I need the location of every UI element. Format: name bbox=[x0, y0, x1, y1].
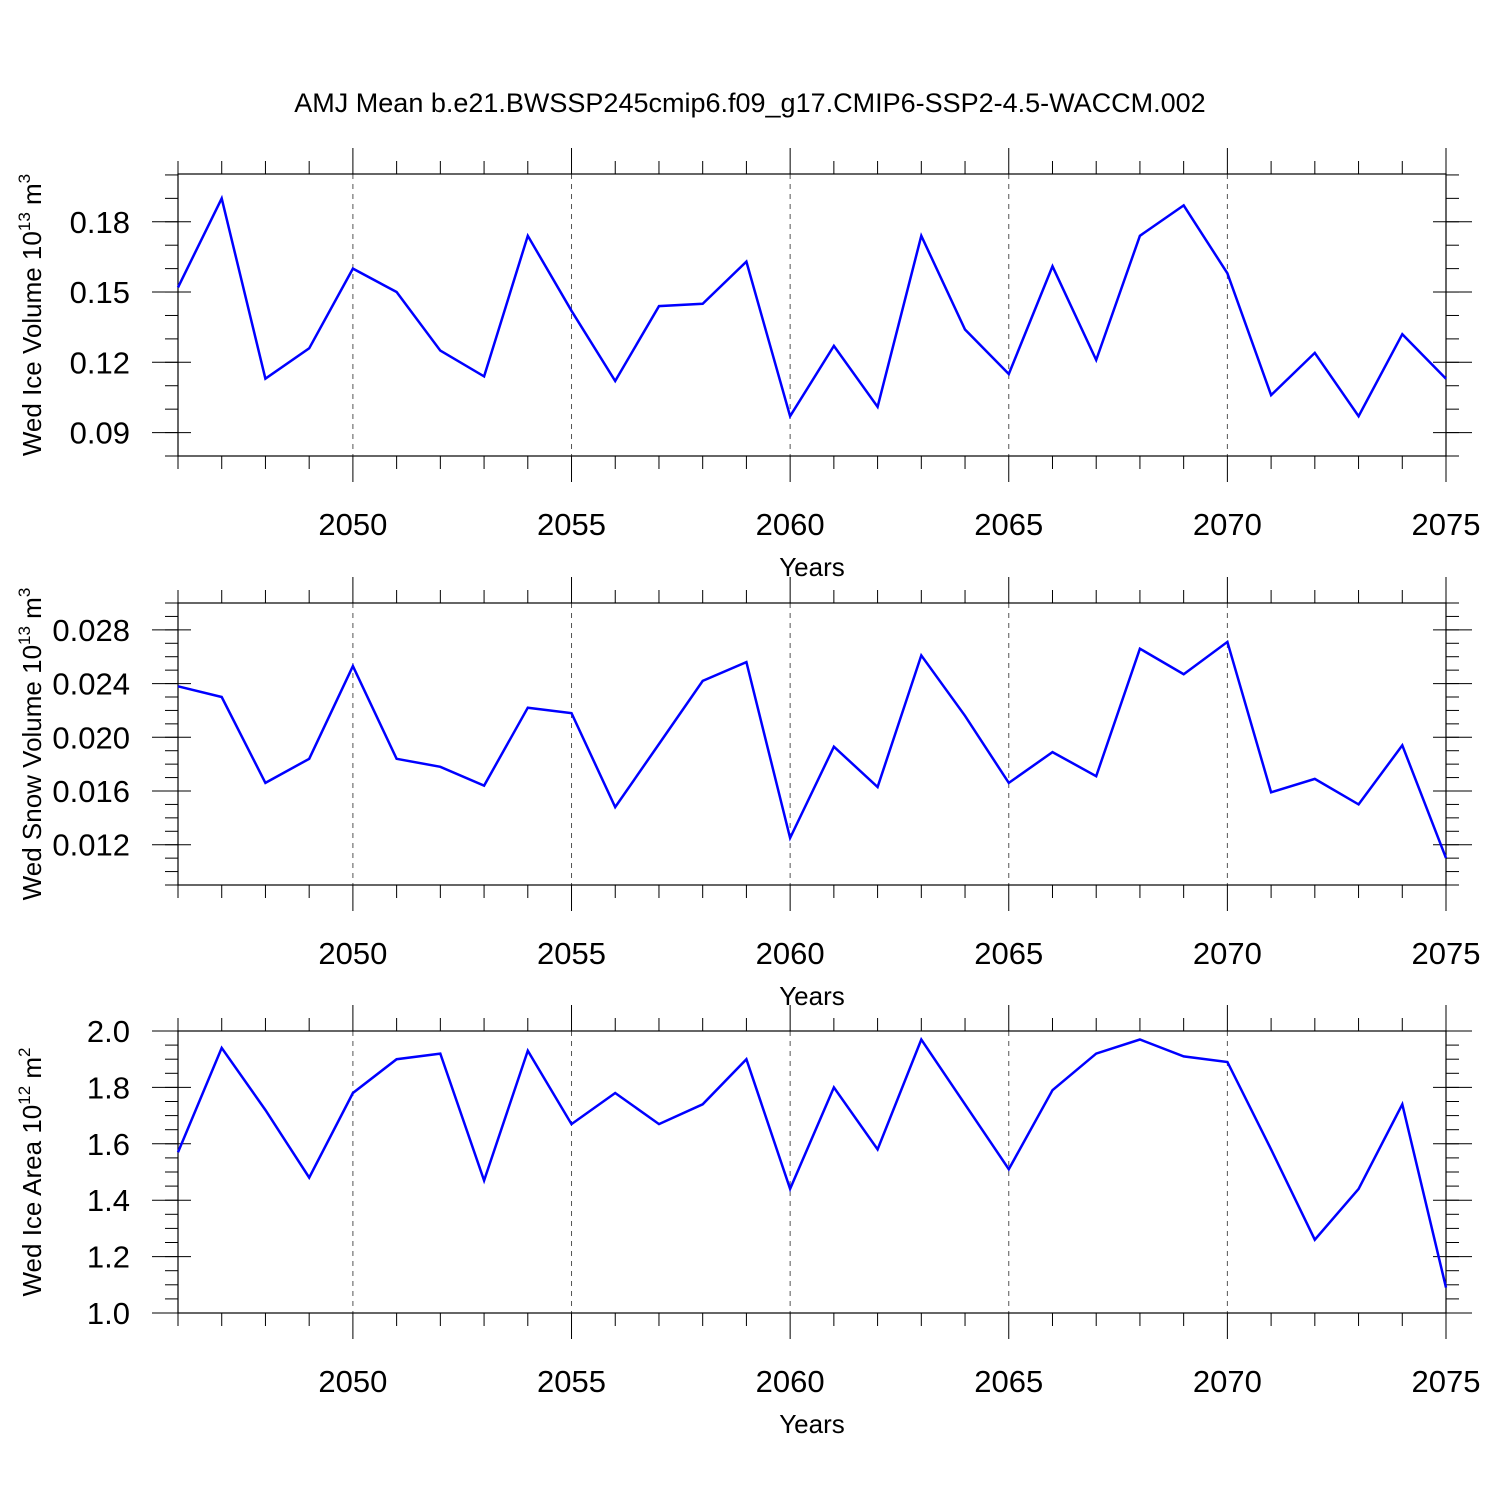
y-tick-label: 0.012 bbox=[52, 828, 130, 863]
y-tick-label: 0.024 bbox=[52, 667, 130, 702]
panel-2: 0.012 0.016 0.020 0.024 0.028 2050 2055 2060 206… bbox=[15, 577, 1480, 1011]
y-tick-label: 0.15 bbox=[70, 275, 130, 310]
x-tick-label: 2055 bbox=[537, 507, 606, 542]
x-axis-label: Years bbox=[779, 552, 845, 582]
x-tick-label: 2075 bbox=[1412, 1364, 1481, 1399]
plot-frame bbox=[177, 1030, 1447, 1314]
x-tick-label: 2070 bbox=[1193, 507, 1262, 542]
x-axis-label: Years bbox=[779, 1409, 845, 1439]
x-tick-label: 2055 bbox=[537, 1364, 606, 1399]
x-tick-label: 2065 bbox=[974, 1364, 1043, 1399]
chart-title: AMJ Mean b.e21.BWSSP245cmip6.f09_g17.CMI… bbox=[294, 88, 1205, 118]
y-tick-label: 2.0 bbox=[87, 1014, 130, 1049]
x-tick-label: 2070 bbox=[1193, 936, 1262, 971]
y-tick-label: 0.028 bbox=[52, 613, 130, 648]
x-tick-label: 2050 bbox=[318, 1364, 387, 1399]
x-tick-label: 2050 bbox=[318, 507, 387, 542]
series-line bbox=[176, 194, 1447, 420]
y-tick-label: 1.2 bbox=[87, 1240, 130, 1275]
x-tick-label: 2060 bbox=[756, 1364, 825, 1399]
x-tick-label: 2070 bbox=[1193, 1364, 1262, 1399]
y-axis-label: Wed Ice Volume 1013 m3 bbox=[15, 174, 47, 456]
y-tick-label: 1.6 bbox=[87, 1127, 130, 1162]
x-tick-label: 2065 bbox=[974, 936, 1043, 971]
y-tick-label: 1.4 bbox=[87, 1183, 130, 1218]
y-tick-label: 0.09 bbox=[70, 416, 130, 451]
x-tick-label: 2075 bbox=[1412, 507, 1481, 542]
y-tick-label: 0.020 bbox=[52, 720, 130, 755]
y-tick-label: 1.0 bbox=[87, 1296, 130, 1331]
panels: 0.09 0.12 0.15 0.18 2050 2055 2060 2065 2070 2075… bbox=[15, 148, 1480, 1439]
y-tick-label: 0.016 bbox=[52, 774, 130, 809]
x-tick-label: 2055 bbox=[537, 936, 606, 971]
panel-3: 1.0 1.2 1.4 1.6 1.8 2.0 2050 2055 2060 2065 2070 20… bbox=[15, 1005, 1480, 1439]
y-tick-label: 0.12 bbox=[70, 345, 130, 380]
plot-frame bbox=[177, 173, 1447, 457]
y-tick-label: 1.8 bbox=[87, 1070, 130, 1105]
x-tick-label: 2060 bbox=[756, 507, 825, 542]
y-axis-label: Wed Snow Volume 1013 m3 bbox=[15, 588, 47, 901]
panel-1: 0.09 0.12 0.15 0.18 2050 2055 2060 2065 2070 2075… bbox=[15, 148, 1480, 582]
x-axis-label: Years bbox=[779, 981, 845, 1011]
x-tick-label: 2060 bbox=[756, 936, 825, 971]
x-tick-label: 2050 bbox=[318, 936, 387, 971]
x-tick-label: 2065 bbox=[974, 507, 1043, 542]
series-line bbox=[176, 1036, 1448, 1288]
y-axis-label: Wed Ice Area 1012 m2 bbox=[15, 1047, 47, 1296]
x-tick-label: 2075 bbox=[1412, 936, 1481, 971]
plot-frame bbox=[177, 602, 1447, 886]
series-line bbox=[177, 639, 1448, 859]
y-tick-label: 0.18 bbox=[70, 205, 130, 240]
